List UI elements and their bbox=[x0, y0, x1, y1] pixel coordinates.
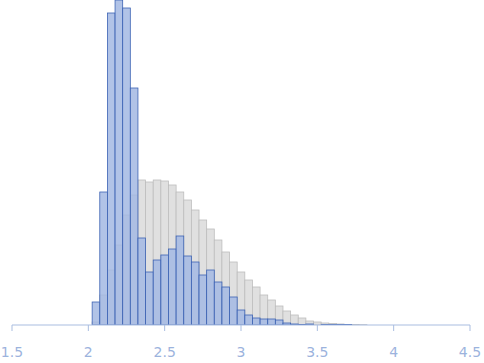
histogram-bar bbox=[130, 88, 138, 325]
histogram-bar bbox=[260, 319, 268, 325]
x-tick-label: 2 bbox=[84, 344, 93, 360]
histogram-bar bbox=[214, 240, 222, 325]
bars bbox=[92, 0, 367, 325]
x-tick-label: 3.5 bbox=[306, 344, 328, 360]
x-tick bbox=[88, 325, 89, 331]
histogram-bar bbox=[268, 300, 276, 325]
histogram-bar bbox=[115, 0, 123, 325]
histogram-bar bbox=[100, 192, 108, 325]
histogram-bar bbox=[214, 282, 222, 325]
x-tick-label: 1.5 bbox=[1, 344, 23, 360]
x-tick-label: 4.5 bbox=[459, 344, 481, 360]
x-tick bbox=[393, 325, 394, 331]
histogram-bar bbox=[123, 8, 131, 325]
histogram-bar bbox=[161, 255, 169, 325]
histogram-bar bbox=[207, 270, 215, 325]
histogram-bar bbox=[146, 272, 154, 325]
histogram-bar bbox=[306, 321, 314, 325]
histogram-bar bbox=[222, 252, 230, 325]
histogram-bar bbox=[191, 262, 199, 325]
histogram-bar bbox=[275, 306, 283, 325]
series-1 bbox=[92, 0, 352, 325]
x-tick bbox=[470, 325, 471, 331]
chart: 1.5 2 2.5 3 3.5 4 4.5 bbox=[0, 0, 484, 363]
histogram-bar bbox=[237, 272, 245, 325]
histogram-bar bbox=[176, 192, 184, 325]
histogram-bar bbox=[107, 13, 115, 325]
histogram-bar bbox=[230, 262, 238, 325]
histogram-bar bbox=[184, 256, 192, 325]
histogram-bar bbox=[153, 260, 161, 325]
histogram-bar bbox=[138, 180, 146, 325]
histogram-bar bbox=[138, 238, 146, 325]
x-tick-label: 3 bbox=[237, 344, 246, 360]
histogram-bar bbox=[146, 182, 154, 325]
x-tick-label: 4 bbox=[389, 344, 398, 360]
histogram-bar bbox=[237, 310, 245, 325]
histogram-bar bbox=[252, 287, 260, 325]
histogram-bar bbox=[184, 200, 192, 325]
histogram-bar bbox=[92, 302, 100, 325]
x-tick bbox=[241, 325, 242, 331]
histogram-bar bbox=[291, 315, 299, 325]
histogram-bar bbox=[168, 185, 176, 325]
histogram-bar bbox=[275, 320, 283, 325]
histogram-bar bbox=[207, 229, 215, 325]
histogram-bar bbox=[161, 181, 169, 325]
histogram-bar bbox=[245, 280, 253, 325]
histogram-bar bbox=[283, 311, 291, 325]
histogram-bar bbox=[252, 318, 260, 325]
histogram-bar bbox=[245, 315, 253, 325]
histogram-bar bbox=[191, 210, 199, 325]
histogram-bar bbox=[230, 297, 238, 325]
histogram-bar bbox=[199, 220, 207, 325]
histogram-bar bbox=[222, 287, 230, 325]
histogram-bar bbox=[168, 249, 176, 325]
histogram-bar bbox=[298, 318, 306, 325]
histogram-bar bbox=[176, 236, 184, 325]
x-tick bbox=[164, 325, 165, 331]
histogram-bar bbox=[268, 319, 276, 325]
histogram-bar bbox=[153, 180, 161, 325]
histogram-bar bbox=[260, 295, 268, 325]
histogram-bar bbox=[199, 275, 207, 325]
x-tick-label: 2.5 bbox=[154, 344, 176, 360]
x-tick bbox=[12, 325, 13, 331]
x-tick bbox=[317, 325, 318, 331]
